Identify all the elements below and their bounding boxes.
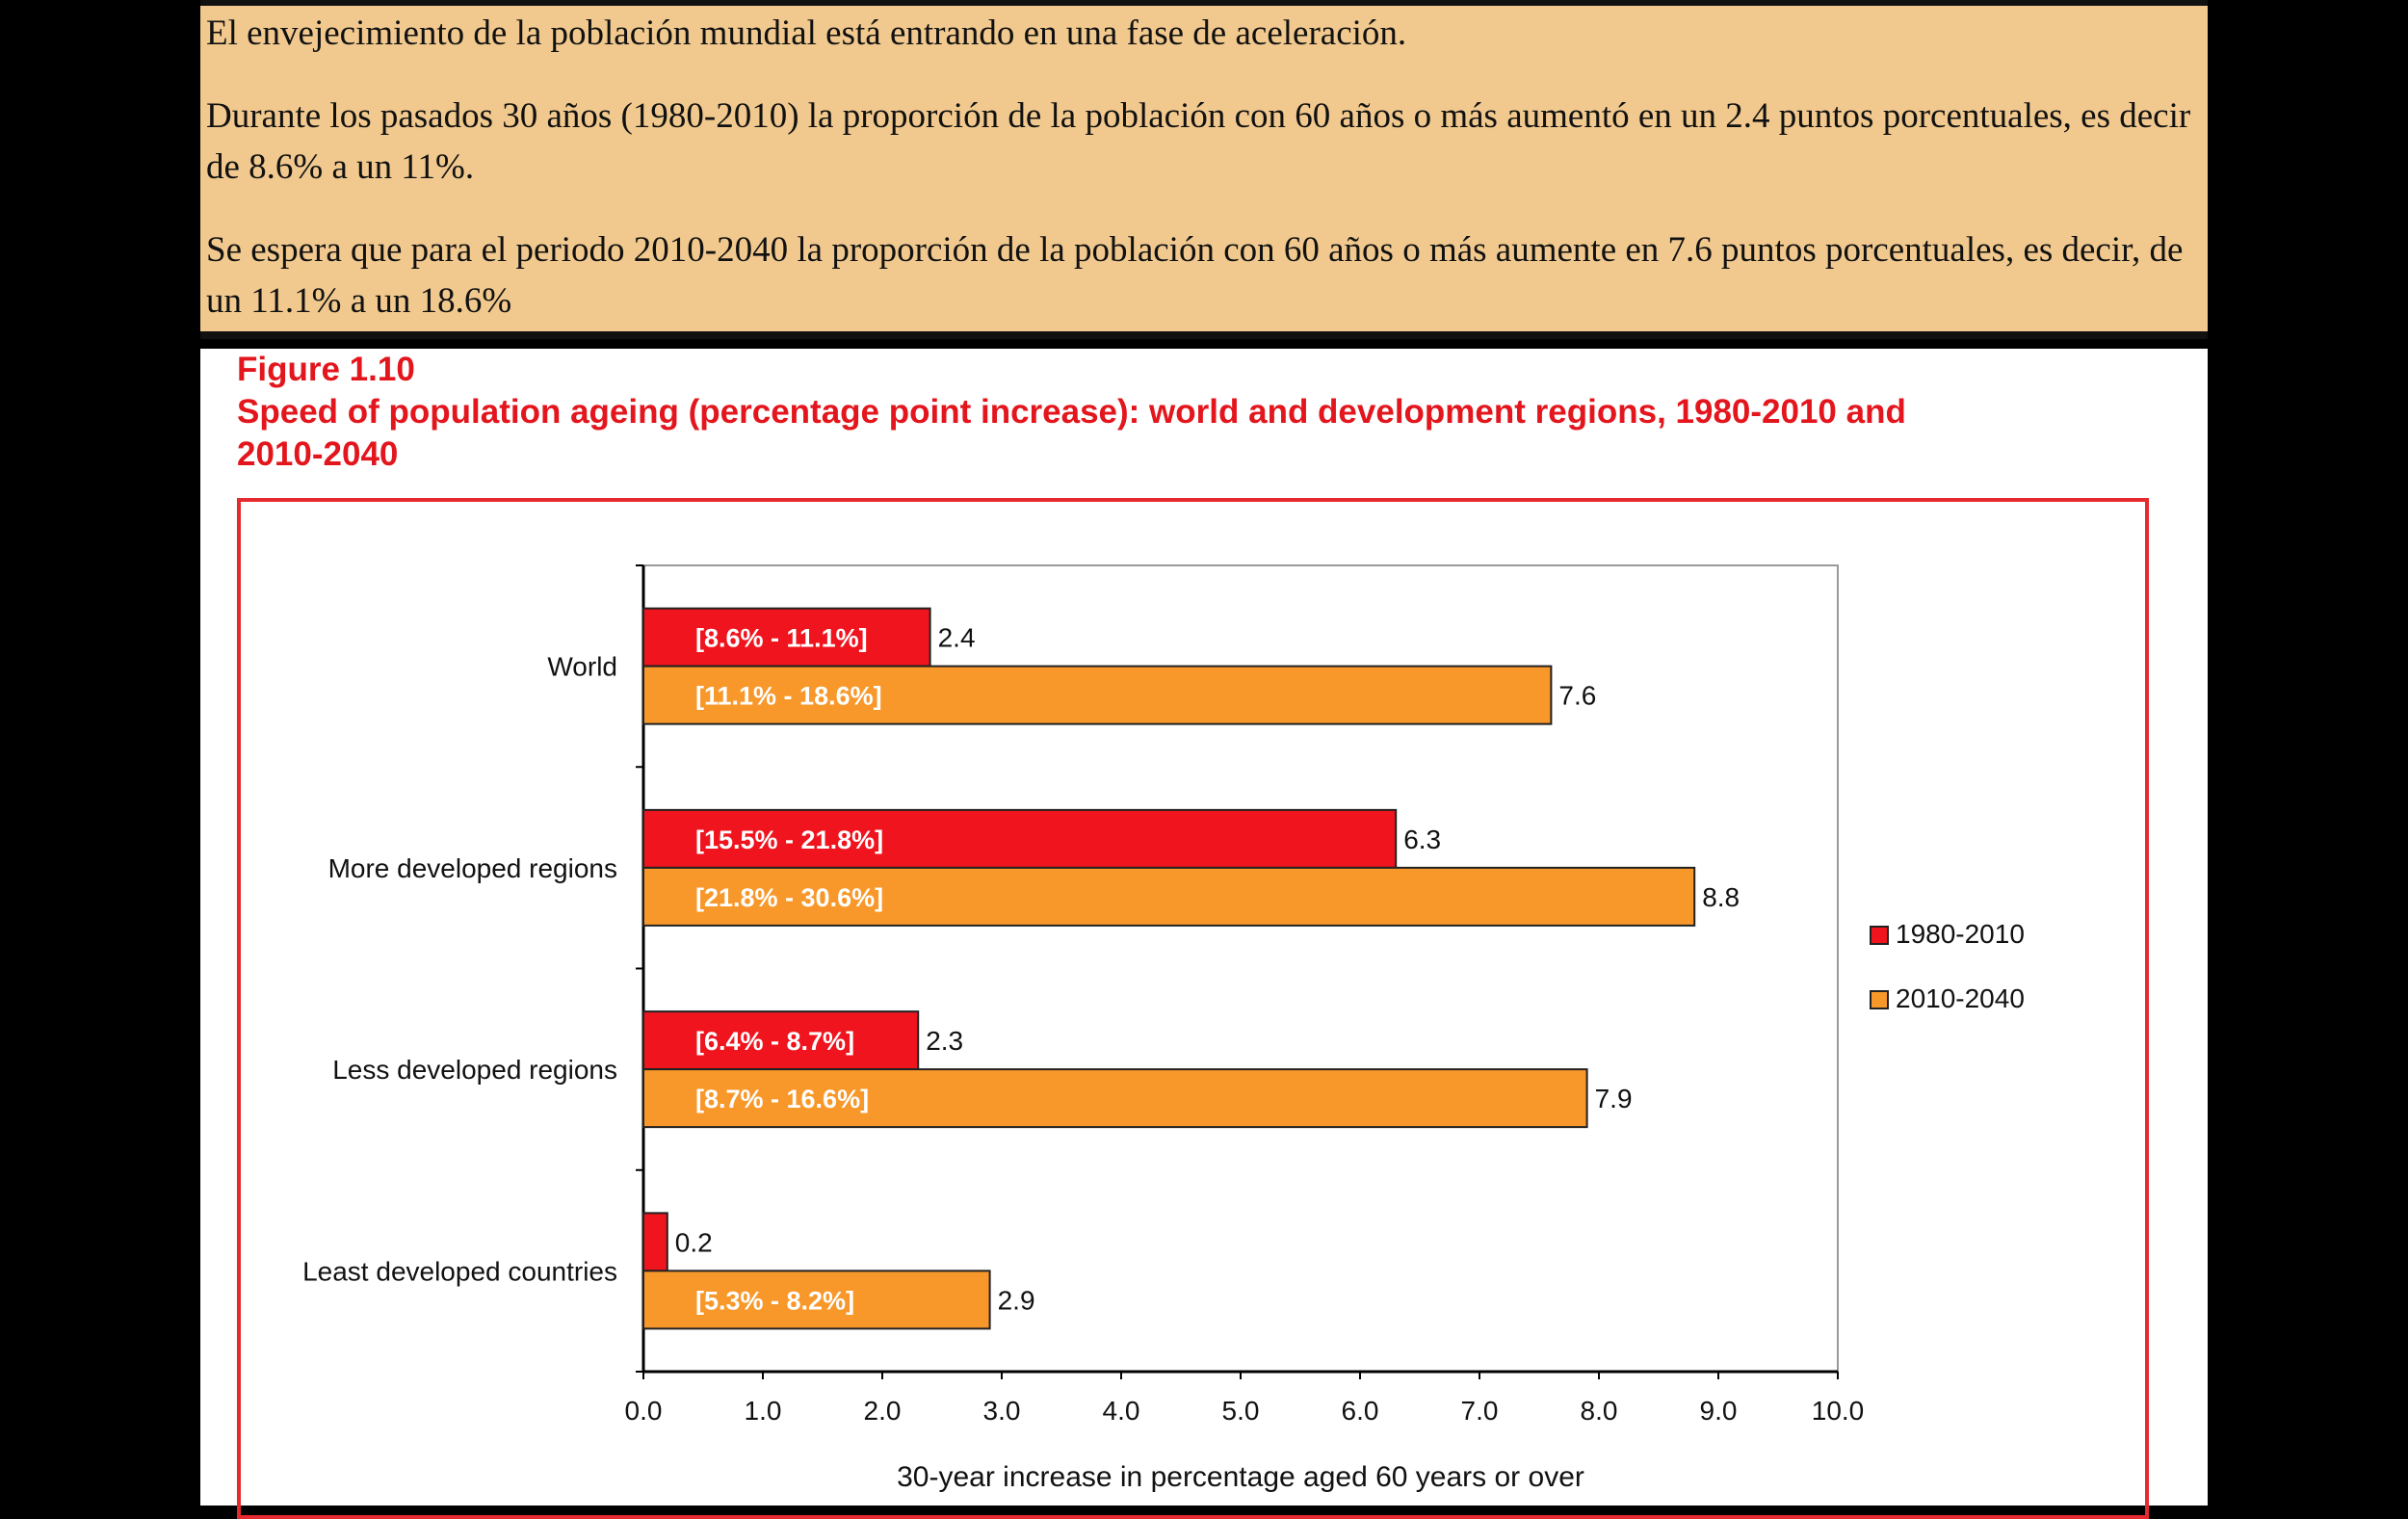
category-label: Less developed regions — [332, 1055, 617, 1085]
figure-panel: Figure 1.10 Speed of population ageing (… — [200, 349, 2208, 1519]
legend-label: 1980-2010 — [1896, 919, 2025, 949]
note-paragraph-2: Durante los pasados 30 años (1980-2010) … — [206, 96, 2191, 187]
explanation-note: El envejecimiento de la población mundia… — [200, 0, 2208, 339]
x-tick-label: 9.0 — [1700, 1396, 1738, 1426]
data-label: 2.3 — [926, 1026, 963, 1056]
bar — [642, 1270, 991, 1330]
data-label: 7.6 — [1558, 681, 1596, 711]
legend-label: 2010-2040 — [1896, 983, 2025, 1013]
note-top-edge — [200, 0, 2208, 6]
bar — [642, 607, 931, 668]
x-tick-label: 10.0 — [1812, 1396, 1865, 1426]
category-label: Least developed countries — [302, 1256, 617, 1286]
x-tick-label: 2.0 — [864, 1396, 902, 1426]
data-label: 2.9 — [998, 1285, 1035, 1315]
range-label: [15.5% - 21.8%] — [695, 825, 883, 854]
bar — [642, 866, 1696, 927]
category-label: More developed regions — [328, 853, 617, 883]
x-tick-label: 4.0 — [1103, 1396, 1140, 1426]
x-tick-label: 6.0 — [1342, 1396, 1379, 1426]
note-bottom-edge — [200, 331, 2208, 339]
category-label: World — [547, 652, 617, 682]
range-label: [8.7% - 16.6%] — [695, 1085, 869, 1113]
note-paragraph-1: El envejecimiento de la población mundia… — [206, 13, 1407, 53]
bar — [642, 1212, 668, 1272]
bar — [642, 1068, 1588, 1129]
bar-chart: 0.0 1.0 2.0 3.0 4.0 5.0 6.0 7.0 8.0 9.0 10.0 30-yea… — [302, 564, 2025, 1493]
data-label: 6.3 — [1403, 825, 1441, 854]
range-label: [8.6% - 11.1%] — [695, 624, 868, 653]
range-label: [5.3% - 8.2%] — [695, 1286, 854, 1315]
figure-title-line1: Speed of population ageing (percentage p… — [237, 393, 1906, 431]
x-tick-label: 5.0 — [1222, 1396, 1260, 1426]
note-paragraph-3: Se espera que para el periodo 2010-2040 … — [206, 230, 2184, 321]
x-tick-label: 3.0 — [983, 1396, 1021, 1426]
figure-number: Figure 1.10 — [237, 351, 415, 388]
data-label: 8.8 — [1702, 882, 1740, 912]
range-label: [6.4% - 8.7%] — [695, 1027, 854, 1056]
x-tick-label: 0.0 — [625, 1396, 663, 1426]
x-axis-title: 30-year increase in percentage aged 60 y… — [897, 1461, 1584, 1493]
range-label: [21.8% - 30.6%] — [695, 883, 883, 912]
x-tick-label: 7.0 — [1461, 1396, 1499, 1426]
x-tick-label: 1.0 — [745, 1396, 782, 1426]
legend-swatch — [1870, 990, 1889, 1009]
figure-title-line2: 2010-2040 — [237, 435, 399, 473]
legend-swatch — [1870, 926, 1889, 945]
bar — [642, 808, 1398, 869]
data-label: 0.2 — [675, 1227, 713, 1257]
bar — [642, 1010, 920, 1071]
bar — [642, 665, 1553, 725]
data-label: 7.9 — [1595, 1084, 1633, 1113]
range-label: [11.1% - 18.6%] — [695, 682, 882, 711]
x-tick-label: 8.0 — [1581, 1396, 1618, 1426]
data-label: 2.4 — [938, 623, 976, 653]
figure-heading: Figure 1.10 Speed of population ageing (… — [237, 349, 2163, 476]
